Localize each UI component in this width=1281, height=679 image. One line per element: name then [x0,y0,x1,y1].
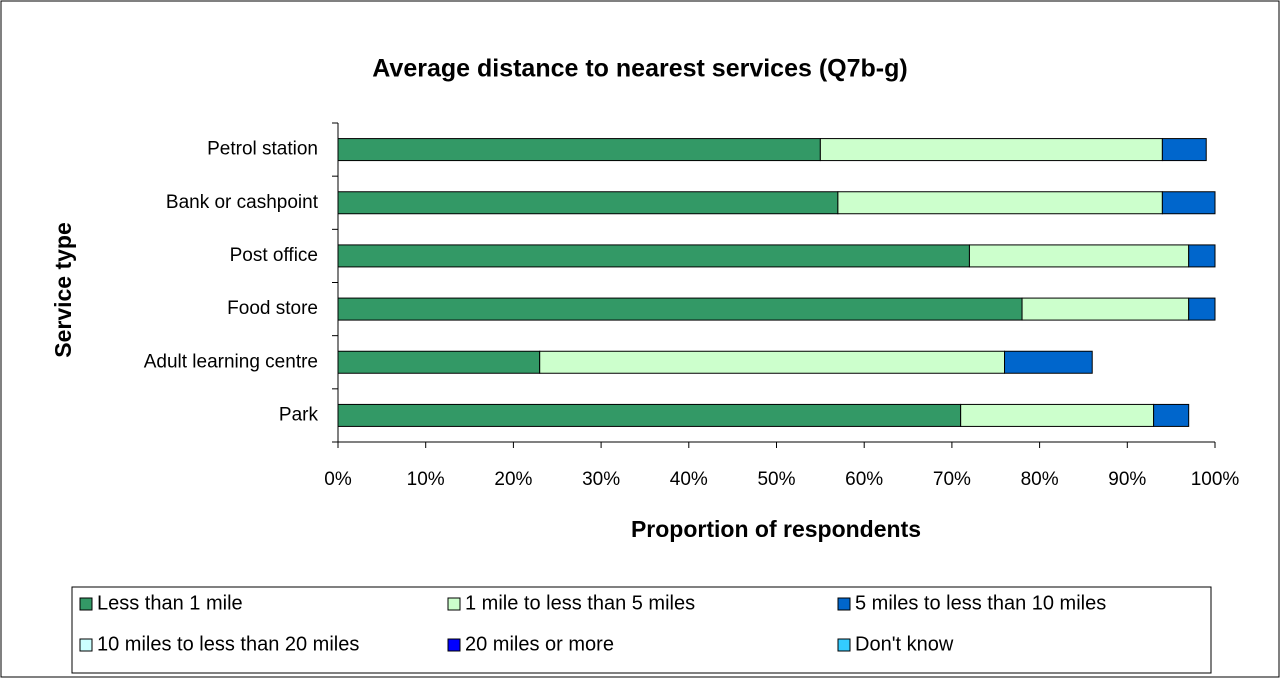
legend-label: 20 miles or more [465,633,614,655]
y-tick-label: Petrol station [207,139,318,160]
x-tick-label: 90% [1108,469,1146,490]
bar-segment [968,244,1190,268]
legend-label: Don't know [855,633,954,655]
x-tick-label: 80% [1021,469,1059,490]
x-tick-label: 30% [582,469,620,490]
legend-label: 1 mile to less than 5 miles [465,592,695,614]
bar-segment [337,244,970,268]
bar-segment [337,138,821,162]
bar-segment [337,191,839,215]
legend-swatch [79,638,93,652]
legend-swatch [837,597,851,611]
y-tick-label: Bank or cashpoint [166,192,319,213]
bar-segment [819,138,1163,162]
bar-segment [1188,244,1216,268]
legend-label: 5 miles to less than 10 miles [855,592,1106,614]
x-axis-label: Proportion of respondents [631,516,921,542]
y-tick-label: Food store [227,298,318,319]
bar-segment [1188,297,1216,321]
bar-segment [960,403,1155,427]
bar-segment [1161,191,1216,215]
legend-box [71,586,1212,674]
bar-segment [1021,297,1190,321]
legend-swatch [837,638,851,652]
bar-segment [1004,350,1093,374]
x-tick-label: 40% [670,469,708,490]
bar-segment [837,191,1163,215]
legend-label: Less than 1 mile [97,592,243,614]
legend-swatch [79,597,93,611]
chart-title: Average distance to nearest services (Q7… [372,55,907,83]
x-tick-label: 50% [757,469,795,490]
bar-segment [337,297,1023,321]
x-tick-label: 10% [407,469,445,490]
legend-swatch [447,638,461,652]
x-tick-label: 70% [933,469,971,490]
y-tick-label: Adult learning centre [144,351,318,372]
y-tick-label: Park [279,404,319,425]
y-tick-label: Post office [230,245,318,266]
x-tick-label: 100% [1191,469,1240,490]
bar-segment [337,403,962,427]
bar-segment [1153,403,1190,427]
legend-swatch [447,597,461,611]
y-axis-label: Service type [50,222,76,358]
legend-label: 10 miles to less than 20 miles [97,633,359,655]
x-tick-label: 0% [324,469,352,490]
x-tick-label: 60% [845,469,883,490]
x-tick-label: 20% [494,469,532,490]
bar-segment [1161,138,1207,162]
bar-segment [539,350,1006,374]
bar-segment [337,350,541,374]
